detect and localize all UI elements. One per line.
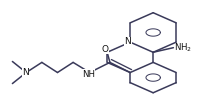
Text: NH: NH xyxy=(82,70,95,79)
Text: NH$_2$: NH$_2$ xyxy=(174,41,192,54)
Text: N: N xyxy=(125,37,131,46)
Text: N: N xyxy=(22,68,29,77)
Text: O: O xyxy=(102,45,109,54)
